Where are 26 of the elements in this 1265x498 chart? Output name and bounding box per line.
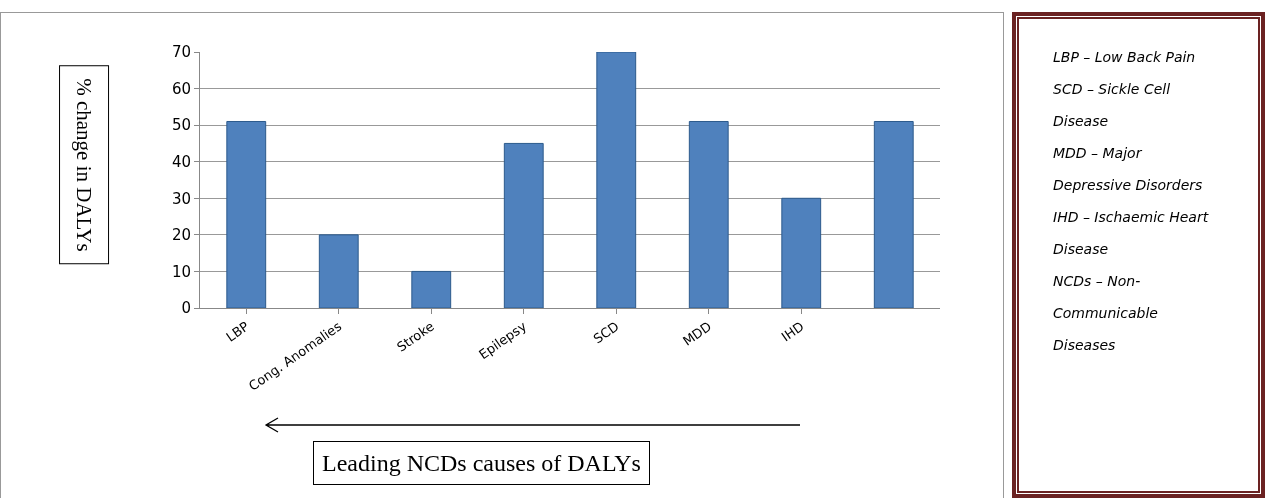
bar [318,234,359,308]
text: IHD – Ischaemic Heart Disease [1053,208,1210,259]
bar [596,52,637,308]
text: SCD – Sickle Cell Disease [1053,80,1172,131]
y-tick-label: 20 [171,226,191,245]
x-tick-label: SCD [590,318,622,347]
bar [503,142,544,308]
text: NCDs – Non-Communicable Diseases [1053,272,1159,355]
y-tick-label: 60 [171,79,191,98]
bar [411,270,452,308]
text: MDD – Major Depressive Disorders [1053,144,1204,195]
y-tick-label: 10 [171,262,191,281]
x-tick-label: LBP [223,318,252,345]
x-tick-label: IHD [778,318,807,345]
bar [781,197,822,308]
y-tick-label: 40 [171,152,191,171]
y-tick-label: 0 [181,299,191,318]
bar [688,120,729,308]
y-axis-title: % change in DALYs [72,78,97,252]
y-tick-label: 30 [171,189,191,208]
bar [226,120,267,308]
text: LBP – Low Back Pain [1053,48,1197,67]
x-axis-title: Leading NCDs causes of DALYs [322,450,641,476]
bar [873,120,914,308]
y-tick-label: 50 [171,116,191,135]
y-tick-label: 70 [171,43,191,62]
